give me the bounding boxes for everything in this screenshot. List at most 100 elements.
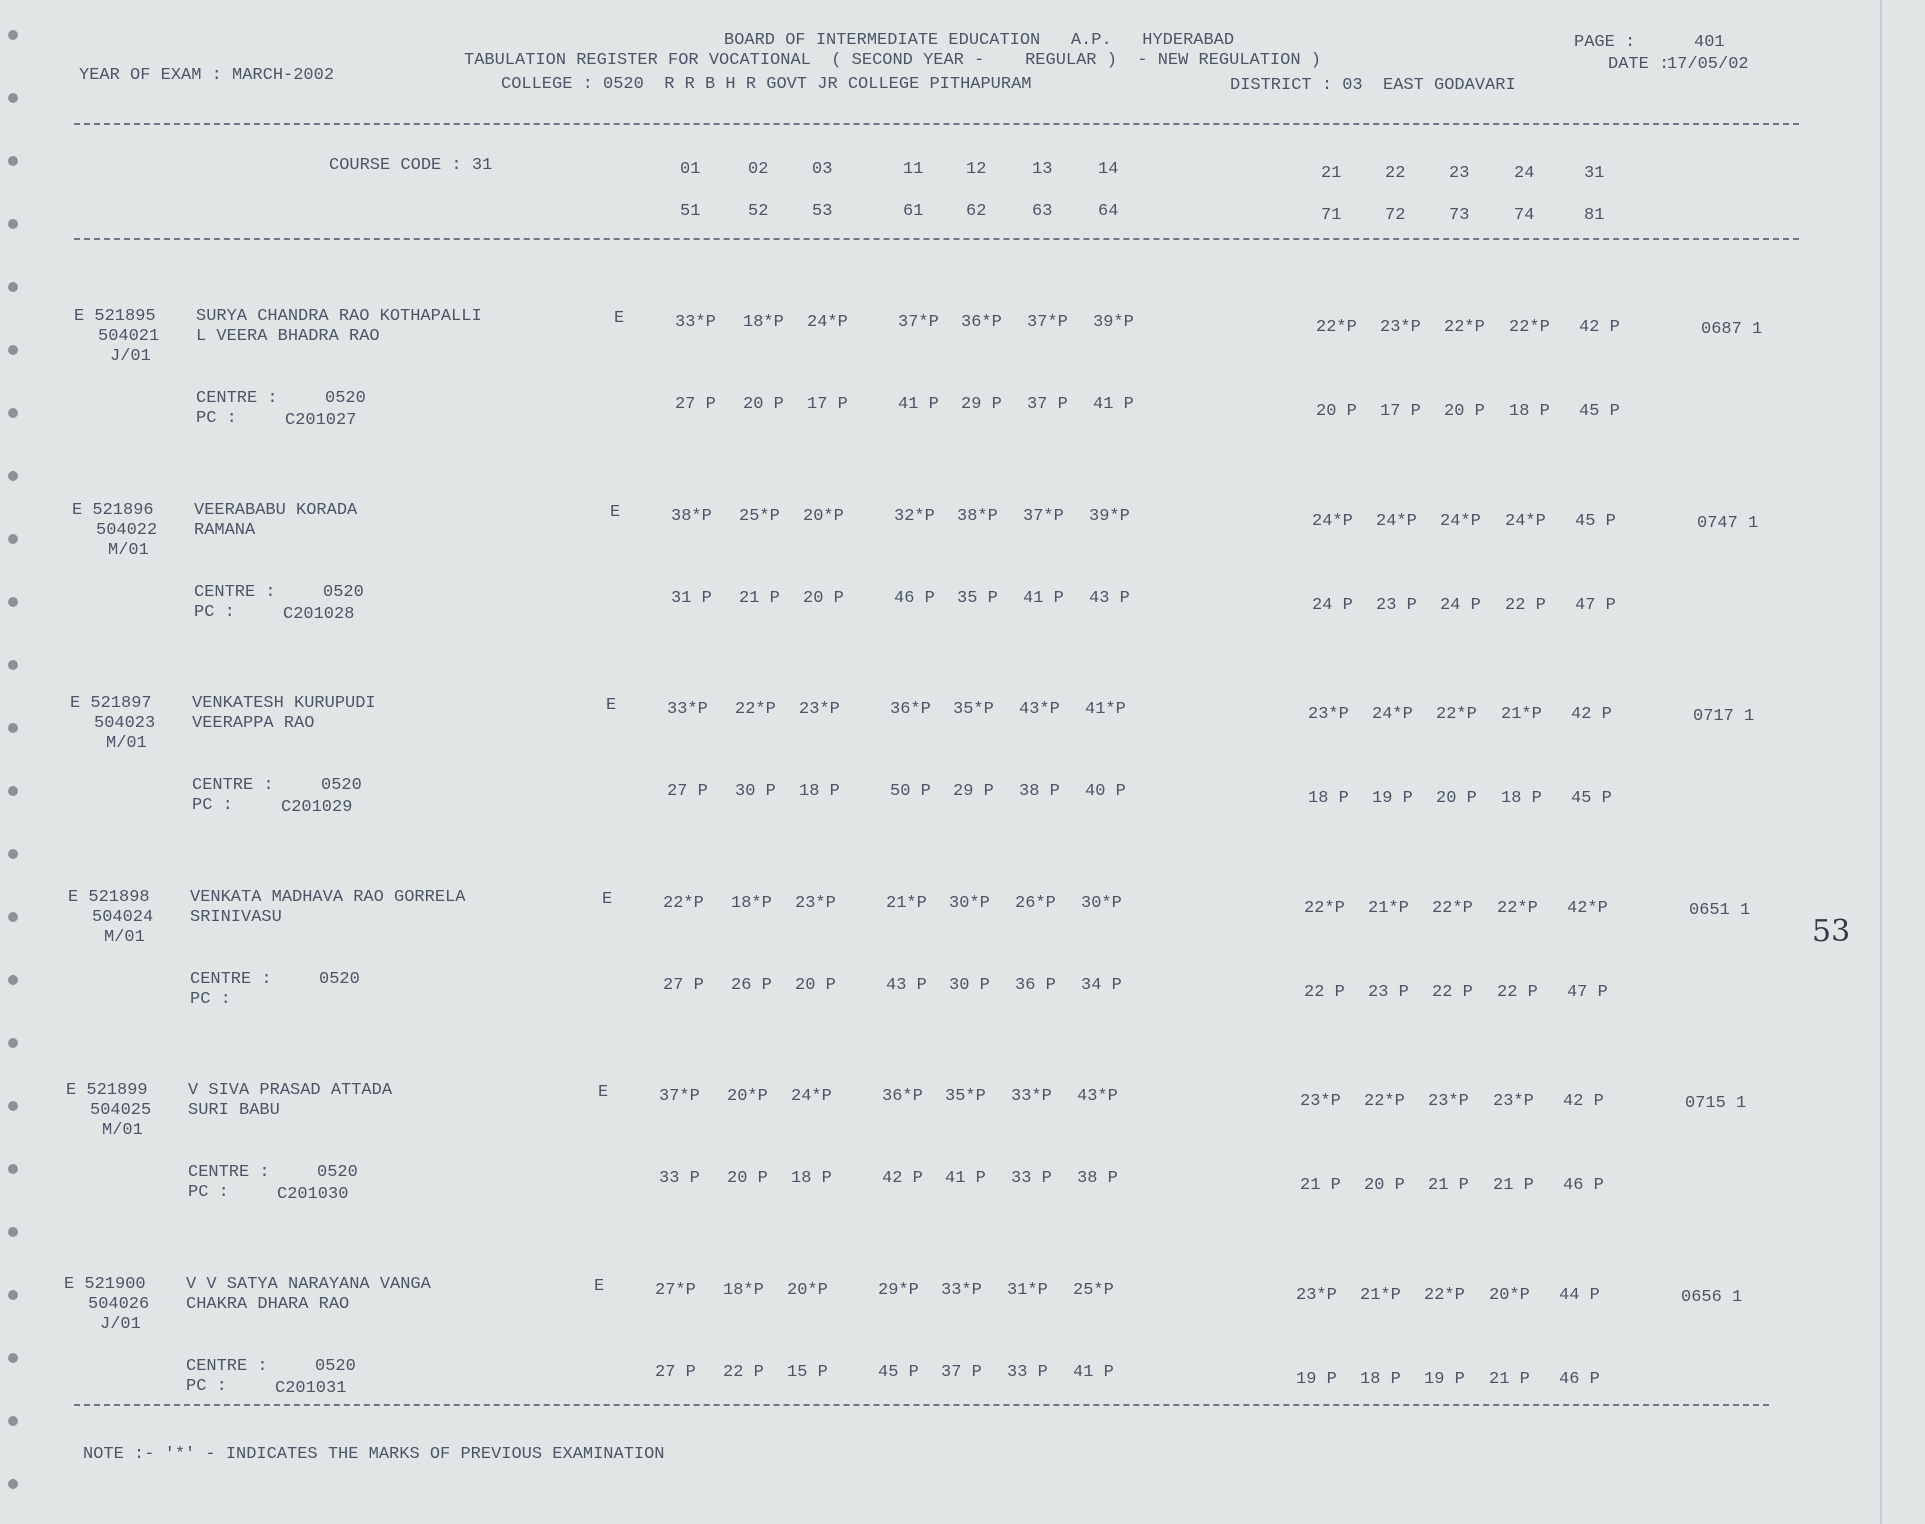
column-code: 62 bbox=[966, 202, 987, 221]
medium: E bbox=[594, 1276, 605, 1296]
mark: 27 P bbox=[655, 1362, 696, 1382]
mark: 37*P bbox=[1027, 313, 1068, 332]
father-name: RAMANA bbox=[194, 520, 256, 540]
mark: 45 P bbox=[1575, 511, 1616, 531]
mark: 20 P bbox=[795, 975, 836, 995]
medium: E bbox=[610, 502, 621, 522]
mark: 18 P bbox=[1501, 789, 1542, 808]
sprocket-hole bbox=[8, 408, 18, 418]
centre-label: CENTRE : bbox=[196, 389, 278, 408]
district: DISTRICT : 03 EAST GODAVARI bbox=[1230, 76, 1516, 95]
column-code: 71 bbox=[1321, 206, 1342, 225]
mark: 22 P bbox=[723, 1362, 764, 1382]
mark: 17 P bbox=[1380, 402, 1421, 421]
sprocket-hole bbox=[8, 1101, 18, 1111]
mark: 46 P bbox=[1559, 1369, 1600, 1389]
group: M/01 bbox=[102, 1121, 143, 1140]
column-code: 12 bbox=[966, 160, 987, 179]
centre: 0520 bbox=[325, 389, 366, 408]
mark: 23 P bbox=[1368, 982, 1409, 1002]
mark: 38 P bbox=[1077, 1169, 1118, 1188]
pc: C201028 bbox=[283, 604, 355, 624]
mark: 43 P bbox=[886, 975, 927, 995]
date: 17/05/02 bbox=[1667, 55, 1749, 74]
sprocket-hole bbox=[8, 1164, 18, 1174]
mark: 20*P bbox=[787, 1280, 828, 1300]
column-code: 53 bbox=[812, 202, 833, 221]
mark: 30 P bbox=[735, 782, 776, 801]
mark: 24*P bbox=[807, 313, 848, 332]
medium: E bbox=[598, 1083, 609, 1102]
centre: 0520 bbox=[315, 1356, 356, 1376]
mark: 45 P bbox=[1579, 402, 1620, 421]
column-code: 21 bbox=[1321, 164, 1342, 183]
page-label: PAGE : bbox=[1574, 33, 1636, 52]
sprocket-hole bbox=[8, 219, 18, 229]
sprocket-hole bbox=[8, 912, 18, 922]
mark: 22*P bbox=[1497, 898, 1538, 918]
mark: 43 P bbox=[1089, 588, 1130, 608]
mark: 42*P bbox=[1567, 898, 1608, 918]
total: 0656 1 bbox=[1681, 1287, 1743, 1307]
roll-code: 504023 bbox=[94, 714, 156, 733]
father-name: VEERAPPA RAO bbox=[192, 714, 315, 733]
mark: 24 P bbox=[1440, 595, 1481, 615]
column-code: 51 bbox=[680, 202, 701, 221]
mark: 23*P bbox=[1493, 1092, 1534, 1111]
mark: 35*P bbox=[953, 700, 994, 719]
mark: 29*P bbox=[878, 1280, 919, 1300]
mark: 31*P bbox=[1007, 1280, 1048, 1300]
mark: 37*P bbox=[659, 1087, 700, 1106]
mark: 22 P bbox=[1497, 982, 1538, 1002]
rule bbox=[74, 123, 1799, 125]
mark: 21 P bbox=[739, 588, 780, 608]
mark: 22*P bbox=[1432, 898, 1473, 918]
mark: 26 P bbox=[731, 975, 772, 995]
mark: 43*P bbox=[1077, 1087, 1118, 1106]
mark: 22*P bbox=[663, 893, 704, 913]
sprocket-hole bbox=[8, 660, 18, 670]
mark: 36*P bbox=[890, 700, 931, 719]
roll-code: 504025 bbox=[90, 1101, 152, 1120]
sprocket-hole bbox=[8, 1479, 18, 1489]
column-code: 73 bbox=[1449, 206, 1470, 225]
mark: 25*P bbox=[1073, 1280, 1114, 1300]
mark: 31 P bbox=[671, 588, 712, 608]
mark: 21*P bbox=[1368, 898, 1409, 918]
roll-code: 504021 bbox=[98, 327, 160, 346]
mark: 18 P bbox=[1360, 1369, 1401, 1389]
total: 0747 1 bbox=[1697, 513, 1759, 533]
centre-label: CENTRE : bbox=[190, 969, 272, 989]
mark: 22*P bbox=[735, 700, 776, 719]
sprocket-hole bbox=[8, 1038, 18, 1048]
roll-code: 504026 bbox=[88, 1294, 150, 1314]
mark: 24*P bbox=[1440, 511, 1481, 531]
mark: 47 P bbox=[1575, 595, 1616, 615]
sprocket-hole bbox=[8, 975, 18, 985]
column-code: 81 bbox=[1584, 206, 1605, 225]
total: 0651 1 bbox=[1689, 900, 1751, 920]
mark: 21 P bbox=[1428, 1176, 1469, 1195]
mark: 41 P bbox=[1073, 1362, 1114, 1382]
mark: 42 P bbox=[1563, 1092, 1604, 1111]
mark: 39*P bbox=[1093, 313, 1134, 332]
mark: 47 P bbox=[1567, 982, 1608, 1002]
mark: 22*P bbox=[1304, 898, 1345, 918]
mark: 22 P bbox=[1505, 595, 1546, 615]
mark: 18*P bbox=[723, 1280, 764, 1300]
column-code: 63 bbox=[1032, 202, 1053, 221]
mark: 23*P bbox=[1308, 705, 1349, 724]
column-code: 61 bbox=[903, 202, 924, 221]
mark: 50 P bbox=[890, 782, 931, 801]
sprocket-hole bbox=[8, 93, 18, 103]
register-id: E 521896 bbox=[72, 500, 154, 520]
mark: 20 P bbox=[743, 395, 784, 414]
mark: 18*P bbox=[731, 893, 772, 913]
year: YEAR OF EXAM : MARCH-2002 bbox=[79, 66, 335, 85]
mark: 15 P bbox=[787, 1362, 828, 1382]
mark: 23*P bbox=[795, 893, 836, 913]
mark: 23*P bbox=[1300, 1092, 1341, 1111]
mark: 35 P bbox=[957, 588, 998, 608]
mark: 43*P bbox=[1019, 700, 1060, 719]
mark: 24*P bbox=[791, 1087, 832, 1106]
